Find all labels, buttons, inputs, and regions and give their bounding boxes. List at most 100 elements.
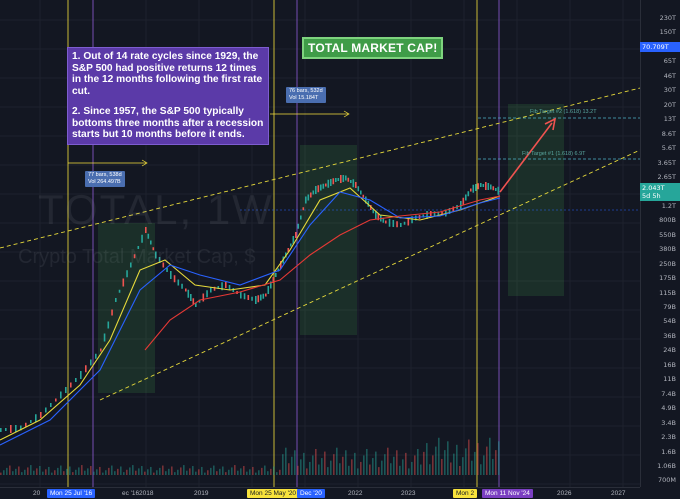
candle [377,213,380,221]
candle [315,186,317,194]
price-chart[interactable] [0,0,640,487]
volume-bar [249,469,251,475]
candle [255,296,257,304]
candle [45,407,47,413]
price-tick-label: 24B [663,346,676,355]
candle [213,286,216,291]
fib-target-2-label: Fib Target #2 (1.618) 13.2T [530,109,597,115]
time-tick-2019: 2019 [194,490,209,497]
volume-bar [258,470,260,475]
bar-countdown: 5d 5h [642,192,661,200]
volume-bar [69,466,71,475]
volume-bar [276,472,278,475]
volume-bar [99,466,101,475]
volume-bar [195,471,197,475]
volume-bar [354,452,356,475]
volume-bar [381,460,383,475]
volume-bar [105,470,107,475]
volume-bar [486,446,488,475]
candle [477,183,480,190]
candle [126,270,128,278]
volume-bar [24,469,26,475]
candle [107,321,110,329]
volume-bar [429,464,431,475]
candle [137,246,140,249]
range-label-1-vol: Vol 264.497B [88,179,121,185]
volume-bar [330,460,332,475]
time-axis[interactable]: 20 ec '16 2018 2019 2022 2023 2026 2027 … [0,487,640,499]
volume-bar [81,465,83,475]
volume-bar [141,466,143,475]
range-arrow-1-head [141,159,148,167]
candle [396,221,398,228]
time-badge-may-2020: Mon 25 May '20 [247,489,300,498]
volume-bar [357,468,359,475]
volume-bar [315,448,317,475]
range-label-2-vol: Vol 15.184T [289,95,319,101]
volume-bar [60,465,62,475]
price-tick-label: 36B [663,331,676,340]
candle [330,179,332,186]
volume-bar [327,467,329,475]
candle [170,271,172,279]
candle [340,175,342,183]
projection-arrow [499,122,553,193]
volume-bar [225,472,227,475]
volume-bar [66,468,68,475]
price-tick-label: 3.4B [661,418,676,427]
volume-bar [120,466,122,475]
candle [267,286,270,294]
candle [300,215,302,220]
range-label-2[interactable]: 76 bars, 532d Vol 15.184T [286,87,326,103]
candle [347,177,350,182]
volume-bar [210,467,212,475]
price-tick-label: 16B [663,360,676,369]
volume-bar [426,443,428,475]
volume-bar [135,470,137,475]
volume-bar [198,469,200,475]
volume-bar [375,451,377,475]
candle [90,359,92,366]
range-arrow-2-head [343,110,350,118]
time-tick-2018: 2018 [139,490,154,497]
volume-bar [294,450,296,475]
price-axis[interactable]: 230T150T100T65T46T30T20T13T8.6T5.6T3.65T… [640,0,680,487]
candle [302,207,305,211]
trend-channel-lower [99,149,640,401]
candle [297,223,300,229]
candle [430,211,432,217]
volume-bar [153,472,155,475]
volume-bar [363,455,365,475]
candle [272,277,275,283]
volume-bar [255,472,257,475]
price-tick-label: 30T [663,86,676,95]
candle [141,234,143,243]
candle [350,180,352,183]
candle [158,257,161,263]
volume-bar [132,465,134,475]
volume-bar [438,437,440,475]
candle [480,183,482,187]
price-tick-label: 7.4B [661,389,676,398]
candle [210,287,212,293]
candle [472,184,475,193]
volume-bar [498,441,500,475]
note-1: 1. Out of 14 rate cycles since 1929, the… [72,51,263,97]
time-badge-jul-2016: Mon 25 Jul '16 [47,489,96,498]
chart-area[interactable]: TOTAL, 1W Crypto Total Market Cap, $ 1. … [0,0,640,487]
candle [80,371,82,379]
candle [305,196,307,204]
candle [5,428,7,431]
title-badge[interactable]: TOTAL MARKET CAP! [302,37,444,59]
volume-bar [309,461,311,475]
candle [497,186,500,195]
candle [360,190,362,195]
volume-bar [399,465,401,475]
candle [372,209,375,214]
volume-bar [261,467,263,475]
annotation-note[interactable]: 1. Out of 14 rate cycles since 1929, the… [67,47,269,145]
volume-bar [126,469,128,475]
fib-target-1-label: Fib Target #1 (1.618) 6.9T [522,151,586,157]
range-box-2021 [300,145,357,335]
range-label-1[interactable]: 77 bars, 538d Vol 264.497B [85,171,125,187]
